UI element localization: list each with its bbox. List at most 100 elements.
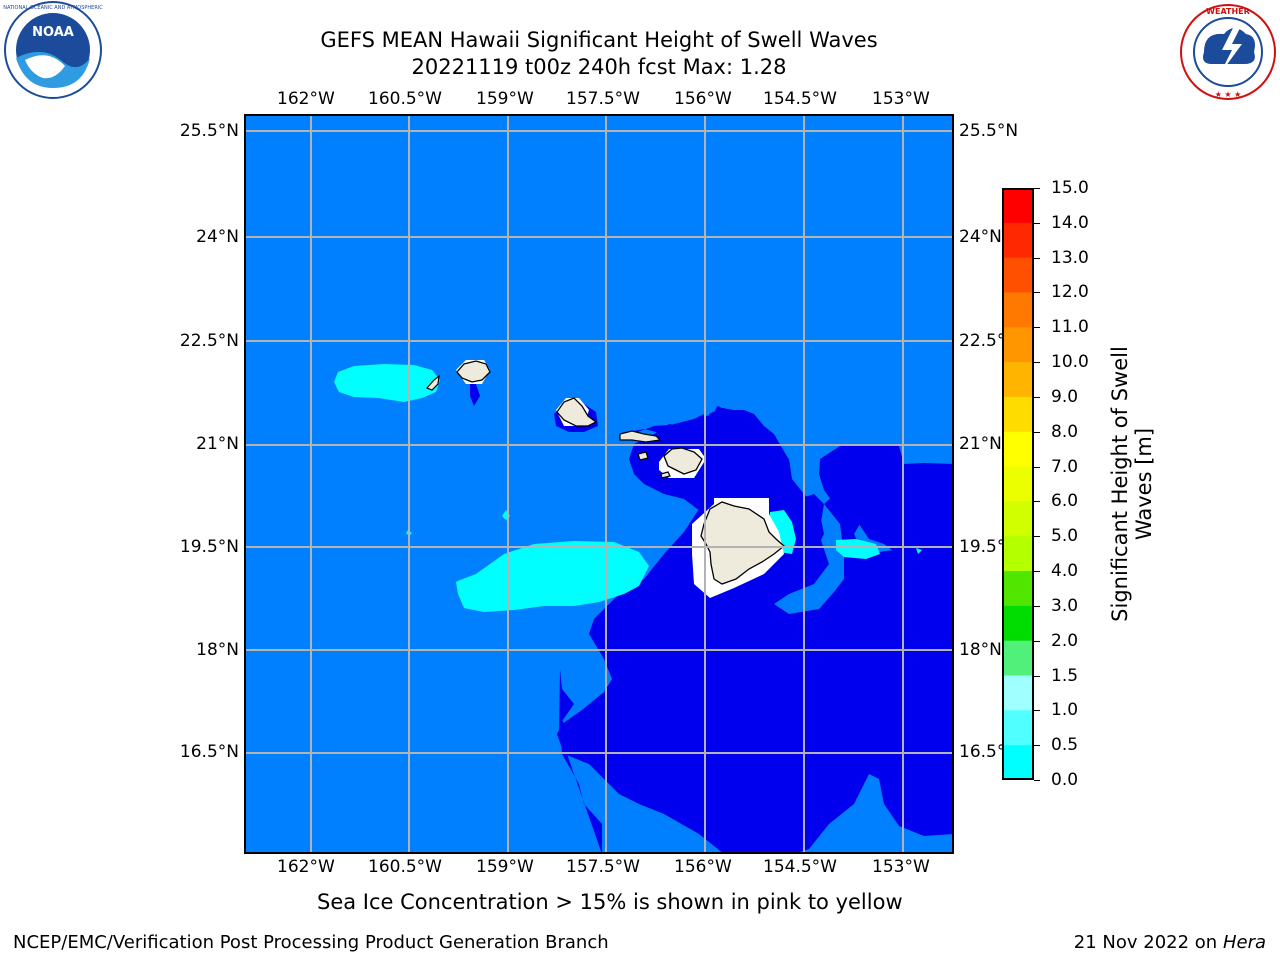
colorbar-label: Significant Height of Swell Waves [m] xyxy=(1108,324,1156,644)
lat-label-right-1: 25.5°N xyxy=(959,121,1019,141)
colorbar-tick-label: 0.0 xyxy=(1051,770,1079,790)
low-swell-region-south xyxy=(559,669,602,854)
lon-label-bottom-5: 156°W xyxy=(674,857,732,877)
island-kauai xyxy=(456,360,491,383)
map-panel xyxy=(244,114,954,854)
noaa-logo-icon: NOAA NATIONAL OCEANIC AND ATMOSPHERIC xyxy=(3,0,103,100)
colorbar-label-line2: Waves [m] xyxy=(1132,427,1156,541)
lat-label-right-2: 24°N xyxy=(959,227,1002,247)
colorbar-tick-mark xyxy=(1034,466,1040,468)
colorbar-tick-label: 9.0 xyxy=(1051,386,1079,407)
colorbar-swatch xyxy=(1002,640,1034,677)
colorbar-tick-label: 11.0 xyxy=(1051,317,1089,338)
lon-label-top-7: 153°W xyxy=(872,89,930,109)
lon-label-bottom-2: 160.5°W xyxy=(368,857,442,877)
lon-label-top-5: 156°W xyxy=(674,89,732,109)
colorbar-tick-label: 10.0 xyxy=(1051,352,1089,373)
svg-text:★ ★ ★: ★ ★ ★ xyxy=(1215,90,1242,99)
colorbar-border xyxy=(1002,188,1034,780)
colorbar-tick-label: 0.5 xyxy=(1051,735,1079,756)
colorbar-tick-label: 13.0 xyxy=(1051,247,1089,268)
lon-label-bottom-7: 153°W xyxy=(872,857,930,877)
island-oahu xyxy=(556,397,598,427)
lat-label-left-6: 18°N xyxy=(196,640,239,660)
low-swell-region-ne xyxy=(718,406,724,414)
footer-date-text: 21 Nov 2022 on xyxy=(1073,932,1218,953)
high-swell-region-west xyxy=(334,364,440,402)
colorbar-tick-label: 14.0 xyxy=(1051,212,1089,233)
colorbar-swatch xyxy=(1002,292,1034,328)
lon-label-bottom-6: 154.5°W xyxy=(763,857,837,877)
colorbar-swatch xyxy=(1002,466,1034,502)
colorbar-tick-mark xyxy=(1034,571,1040,573)
lon-label-top-3: 159°W xyxy=(476,89,534,109)
colorbar-swatch xyxy=(1002,257,1034,293)
colorbar-tick-label: 8.0 xyxy=(1051,421,1079,442)
colorbar-tick-label: 6.0 xyxy=(1051,491,1079,512)
island-kahoolawe xyxy=(660,471,671,479)
colorbar-swatch xyxy=(1002,396,1034,433)
low-swell-region-molokai xyxy=(619,414,714,439)
chart-subtitle: 20221119 t00z 240h fcst Max: 1.28 xyxy=(411,55,787,79)
colorbar-tick-mark xyxy=(1034,362,1040,364)
high-swell-region-central xyxy=(456,541,649,612)
colorbar-swatch xyxy=(1002,571,1034,607)
lat-label-left-1: 25.5°N xyxy=(179,121,239,141)
lon-label-top-1: 162°W xyxy=(277,89,335,109)
chart-title: GEFS MEAN Hawaii Significant Height of S… xyxy=(320,28,878,52)
colorbar-tick-mark xyxy=(1034,396,1040,398)
lat-label-left-5: 19.5°N xyxy=(179,537,239,557)
low-swell-region-east xyxy=(819,444,954,574)
colorbar-tick-label: 12.0 xyxy=(1051,282,1089,303)
low-swell-region-kauai xyxy=(470,379,480,406)
colorbar-tick-mark xyxy=(1034,640,1040,642)
island-big-island xyxy=(700,501,786,585)
colorbar-swatch xyxy=(1002,675,1034,711)
colorbar-tick-label: 7.0 xyxy=(1051,456,1079,477)
svg-text:NATIONAL OCEANIC AND ATMOSPHER: NATIONAL OCEANIC AND ATMOSPHERIC xyxy=(3,5,103,11)
map-gridlines xyxy=(244,114,954,854)
island-lanai xyxy=(637,451,649,461)
colorbar-tick-mark xyxy=(1034,675,1040,677)
colorbar-swatches xyxy=(1002,188,1034,781)
lon-label-bottom-1: 162°W xyxy=(277,857,335,877)
colorbar-swatch xyxy=(1002,605,1034,642)
colorbar-swatch xyxy=(1002,362,1034,398)
colorbar-tick-label: 5.0 xyxy=(1051,526,1079,547)
colorbar-tick-mark xyxy=(1034,431,1040,433)
colorbar-label-line1: Significant Height of Swell xyxy=(1108,346,1132,622)
footer-date: 21 Nov 2022 on Hera xyxy=(1074,932,1266,953)
colorbar-tick-label: 4.0 xyxy=(1051,561,1079,582)
island-niihau xyxy=(425,374,440,391)
colorbar-tick-mark xyxy=(1034,222,1040,224)
colorbar-tick-mark xyxy=(1034,780,1040,781)
lat-label-left-4: 21°N xyxy=(196,434,239,454)
lon-label-bottom-3: 159°W xyxy=(476,857,534,877)
lon-label-top-4: 157.5°W xyxy=(566,89,640,109)
colorbar-tick-label: 2.0 xyxy=(1051,630,1079,651)
lat-label-right-6: 18°N xyxy=(959,640,1002,660)
colorbar-tick-mark xyxy=(1034,188,1040,189)
colorbar-tick-label: 1.0 xyxy=(1051,700,1079,721)
colorbar-tick-mark xyxy=(1034,292,1040,294)
colorbar xyxy=(1002,188,1034,781)
colorbar-tick-mark xyxy=(1034,536,1040,538)
colorbar-tick-label: 15.0 xyxy=(1051,178,1089,198)
high-swell-spot-3 xyxy=(916,548,922,554)
lon-label-top-6: 154.5°W xyxy=(763,89,837,109)
colorbar-swatch xyxy=(1002,431,1034,468)
noaa-logo-text: NOAA xyxy=(32,25,74,40)
colorbar-ticks: 15.0 14.0 13.0 12.0 11.0 10.0 9.0 8.0 7.0 6.0 5.0 4… xyxy=(1034,178,1114,790)
colorbar-swatch xyxy=(1002,222,1034,259)
colorbar-tick-label: 3.0 xyxy=(1051,595,1079,616)
lon-label-bottom-4: 157.5°W xyxy=(566,857,640,877)
colorbar-swatch xyxy=(1002,188,1034,224)
colorbar-swatch xyxy=(1002,536,1034,572)
colorbar-tick-mark xyxy=(1034,605,1040,607)
colorbar-tick-mark xyxy=(1034,257,1040,259)
swell-height-map xyxy=(244,114,954,854)
lat-label-right-4: 21°N xyxy=(959,434,1002,454)
island-maui xyxy=(663,447,703,475)
colorbar-tick-label: 1.5 xyxy=(1051,665,1079,686)
colorbar-swatch xyxy=(1002,327,1034,363)
